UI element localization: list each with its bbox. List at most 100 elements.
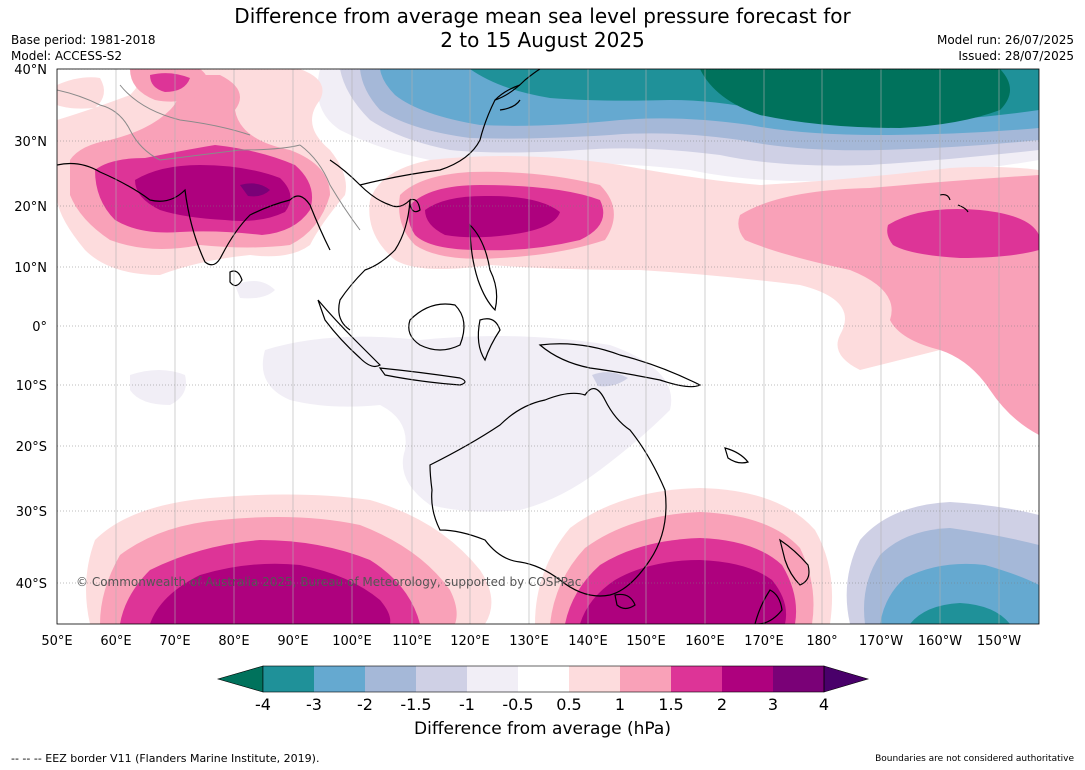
coast-indochina bbox=[329, 159, 411, 331]
title-line-1: Difference from average mean sea level p… bbox=[234, 4, 851, 28]
pos-anomaly-south-asia-l4 bbox=[135, 165, 291, 221]
colorbar-min-extension bbox=[216, 665, 264, 693]
colorbar-tick-label: 1.5 bbox=[658, 695, 683, 714]
longitude-label: 150°W bbox=[977, 634, 1021, 649]
longitude-label: 140°E bbox=[568, 634, 608, 649]
colorbar-segment bbox=[671, 666, 723, 692]
coast-japan bbox=[494, 69, 541, 111]
longitude-label: 170°E bbox=[744, 634, 784, 649]
longitude-label: 120°E bbox=[450, 634, 490, 649]
colorbar-tick-label: -4 bbox=[255, 695, 271, 714]
map-title: Difference from average mean sea level p… bbox=[0, 4, 1085, 52]
coast-new-zealand bbox=[754, 538, 810, 624]
colorbar-segment bbox=[620, 666, 672, 692]
colorbar-tick-label: -0.5 bbox=[502, 695, 533, 714]
colorbar-segment bbox=[263, 666, 315, 692]
coast-sumatra bbox=[317, 299, 381, 368]
colorbar-segment bbox=[416, 666, 468, 692]
model-name: Model: ACCESS-S2 bbox=[11, 49, 123, 63]
coast-sri-lanka bbox=[229, 270, 243, 287]
colorbar-segment bbox=[773, 666, 825, 692]
longitude-label: 80°E bbox=[218, 634, 249, 649]
coast-borneo bbox=[408, 303, 465, 351]
model-run: Model run: 26/07/2025 bbox=[936, 33, 1074, 47]
neg-anomaly-png bbox=[592, 372, 628, 387]
boundaries-note: Boundaries are not considered authoritat… bbox=[875, 754, 1074, 764]
colorbar-label: Difference from average (hPa) bbox=[414, 719, 671, 739]
longitude-label: 110°E bbox=[392, 634, 432, 649]
colorbar-tick-label: 1 bbox=[615, 695, 625, 714]
latitude-labels: 40°N 30°N 20°N 10°N 0° 10°S 20°S 30°S 40°S bbox=[14, 63, 47, 592]
pos-anomaly-central-pacific-l3 bbox=[887, 209, 1039, 258]
colorbar-max-extension bbox=[823, 665, 870, 693]
coast-java bbox=[378, 367, 466, 386]
coastlines bbox=[57, 69, 969, 624]
coast-australia bbox=[429, 388, 667, 597]
neg-anomaly-indian-ocean bbox=[130, 370, 186, 405]
base-period: Base period: 1981-2018 bbox=[11, 33, 156, 47]
colorbar-tick-label: -2 bbox=[357, 695, 373, 714]
neg-anomaly-south-pacific-core bbox=[910, 603, 1010, 624]
pressure-anomaly-field bbox=[57, 69, 1039, 624]
pos-anomaly-tibet-core bbox=[150, 73, 190, 92]
colorbar-segment bbox=[518, 666, 570, 692]
latitude-label: 30°S bbox=[16, 505, 47, 520]
colorbar-segment bbox=[467, 666, 519, 692]
colorbar-tick-label: -3 bbox=[306, 695, 322, 714]
pos-anomaly-tasman-core bbox=[580, 560, 787, 624]
coast-new-guinea bbox=[538, 343, 702, 388]
coast-sulawesi bbox=[477, 318, 501, 362]
colorbar-tick-label: -1.5 bbox=[400, 695, 431, 714]
eez-note: -- -- -- EEZ border V11 (Flanders Marine… bbox=[11, 752, 320, 765]
coast-china bbox=[359, 84, 521, 186]
title-line-2: 2 to 15 August 2025 bbox=[440, 28, 645, 52]
neg-anomaly-small bbox=[235, 281, 275, 299]
pos-anomaly-iran-l1 bbox=[57, 77, 104, 109]
colorbar bbox=[216, 665, 870, 693]
latitude-label: 20°N bbox=[14, 200, 47, 215]
colorbar-segment bbox=[569, 666, 621, 692]
map-frame bbox=[56, 68, 1040, 625]
latitude-label: 30°N bbox=[14, 135, 47, 150]
latitude-label: 20°S bbox=[16, 440, 47, 455]
longitude-label: 180° bbox=[806, 634, 837, 649]
colorbar-tick-label: 3 bbox=[768, 695, 778, 714]
colorbar-tick-label: 2 bbox=[717, 695, 727, 714]
coast-hawaii bbox=[939, 193, 969, 213]
latitude-label: 40°N bbox=[14, 63, 47, 78]
colorbar-tick-label: -1 bbox=[459, 695, 475, 714]
issued-date: Issued: 28/07/2025 bbox=[958, 49, 1074, 63]
border-line-2 bbox=[159, 144, 301, 161]
longitude-label: 160°W bbox=[918, 634, 962, 649]
latitude-label: 0° bbox=[32, 320, 47, 335]
colorbar-ticks: -4 -3 -2 -1.5 -1 -0.5 0.5 1 1.5 2 3 4 bbox=[255, 695, 829, 714]
longitude-label: 130°E bbox=[509, 634, 549, 649]
coast-tasmania bbox=[614, 593, 636, 610]
longitude-label: 70°E bbox=[159, 634, 190, 649]
pos-anomaly-s-indian-core bbox=[150, 563, 391, 624]
longitude-labels: 50°E 60°E 70°E 80°E 90°E 100°E 110°E 120°E 130°E… bbox=[41, 634, 1021, 649]
neg-anomaly-australia bbox=[262, 336, 672, 512]
pos-anomaly-west-pacific-core bbox=[425, 195, 560, 238]
colorbar-segment bbox=[314, 666, 366, 692]
longitude-label: 100°E bbox=[332, 634, 372, 649]
coast-philippines bbox=[469, 223, 498, 312]
colorbar-frame bbox=[262, 665, 825, 693]
border-line-3 bbox=[299, 144, 361, 231]
latitude-label: 10°N bbox=[14, 261, 47, 276]
longitude-label: 160°E bbox=[685, 634, 725, 649]
colorbar-segment bbox=[365, 666, 417, 692]
border-line-1 bbox=[57, 89, 161, 161]
pos-anomaly-south-asia-core bbox=[240, 183, 270, 197]
graticule bbox=[57, 69, 1039, 624]
colorbar-segment bbox=[722, 666, 774, 692]
longitude-label: 170°W bbox=[859, 634, 903, 649]
longitude-label: 150°E bbox=[626, 634, 666, 649]
longitude-label: 90°E bbox=[277, 634, 308, 649]
longitude-label: 60°E bbox=[100, 634, 131, 649]
coast-south-asia bbox=[57, 162, 331, 266]
latitude-label: 40°S bbox=[16, 577, 47, 592]
country-borders bbox=[57, 84, 361, 231]
meta-right: Model run: 26/07/2025 Issued: 28/07/2025 bbox=[937, 32, 1074, 64]
